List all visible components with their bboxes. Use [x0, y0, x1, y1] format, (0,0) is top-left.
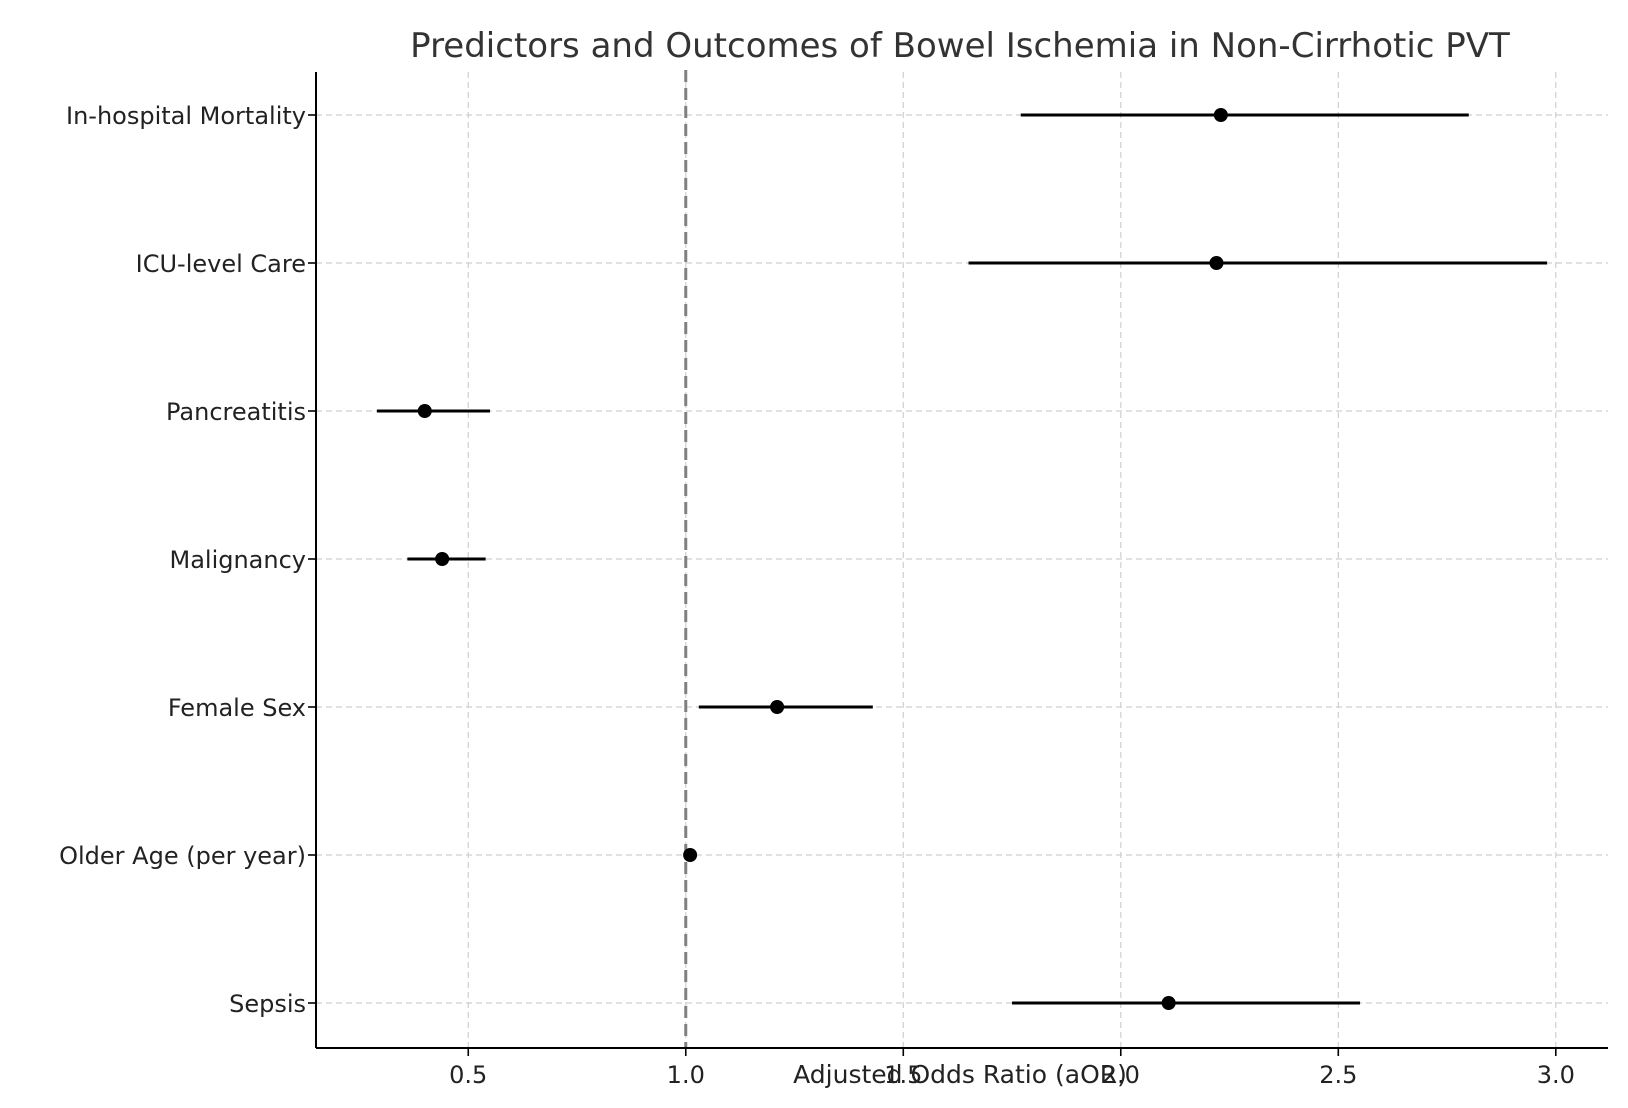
- estimate-point: [435, 552, 450, 566]
- y-tick-label: Malignancy: [169, 546, 306, 574]
- x-tick-label: 3.0: [1537, 1061, 1575, 1089]
- y-tick-label: ICU-level Care: [136, 250, 306, 278]
- y-tick-label: Sepsis: [229, 990, 306, 1018]
- y-tick-label: Pancreatitis: [166, 398, 306, 426]
- y-tick-label: In-hospital Mortality: [66, 102, 306, 130]
- x-tick-label: 1.5: [884, 1061, 922, 1089]
- x-tick-label: 1.0: [667, 1061, 705, 1089]
- x-axis-label: Adjusted Odds Ratio (aOR): [793, 1060, 1127, 1089]
- axis-layer: 0.5 1.0 1.5 2.0 2.5 3.0 In-hospital Mortality I…: [59, 72, 1608, 1089]
- y-tick-label: Female Sex: [168, 694, 306, 722]
- estimate-point: [417, 404, 432, 418]
- estimate-point: [770, 700, 785, 714]
- estimate-point: [1161, 996, 1176, 1010]
- estimate-point: [1209, 256, 1224, 270]
- chart-title: Predictors and Outcomes of Bowel Ischemi…: [410, 26, 1510, 66]
- estimate-point: [683, 848, 698, 862]
- x-tick-label: 2.0: [1102, 1061, 1140, 1089]
- y-tick-label: Older Age (per year): [59, 842, 306, 870]
- x-tick-label: 2.5: [1319, 1061, 1357, 1089]
- x-tick-label: 0.5: [449, 1061, 487, 1089]
- grid-layer: [316, 72, 1608, 1048]
- estimate-point: [1213, 108, 1228, 122]
- data-layer: [376, 108, 1548, 1010]
